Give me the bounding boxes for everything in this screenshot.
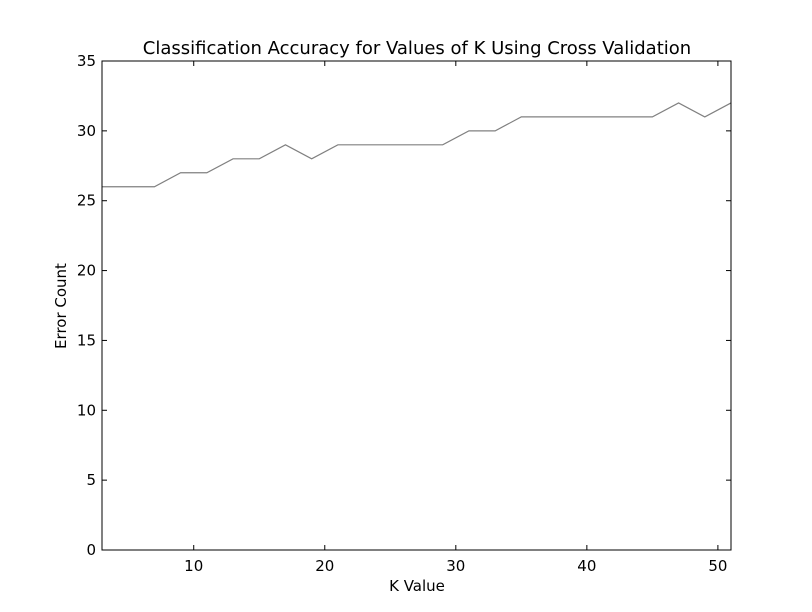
y-tick-label-25: 25 xyxy=(77,192,96,210)
x-axis-label: K Value xyxy=(389,577,445,595)
y-axis-label: Error Count xyxy=(52,263,70,349)
y-tick-label-35: 35 xyxy=(77,52,96,70)
y-tick-label-0: 0 xyxy=(86,541,96,559)
y-tick-label-20: 20 xyxy=(77,262,96,280)
x-tick-label-30: 30 xyxy=(446,557,465,575)
series-line-0 xyxy=(102,102,732,188)
y-tick-label-30: 30 xyxy=(77,122,96,140)
x-tick-label-40: 40 xyxy=(577,557,596,575)
x-tick-label-20: 20 xyxy=(315,557,334,575)
plot-frame xyxy=(101,60,732,551)
chart-title: Classification Accuracy for Values of K … xyxy=(143,38,691,59)
y-tick-label-5: 5 xyxy=(86,471,96,489)
y-tick-label-10: 10 xyxy=(77,401,96,419)
series-layer xyxy=(102,102,732,188)
tick-marks xyxy=(102,60,731,551)
x-tick-label-50: 50 xyxy=(708,557,727,575)
y-tick-label-15: 15 xyxy=(77,331,96,349)
tick-labels: 10 20 30 40 50 0 5 10 15 20 25 30 35 xyxy=(77,52,728,575)
x-tick-label-10: 10 xyxy=(184,557,203,575)
